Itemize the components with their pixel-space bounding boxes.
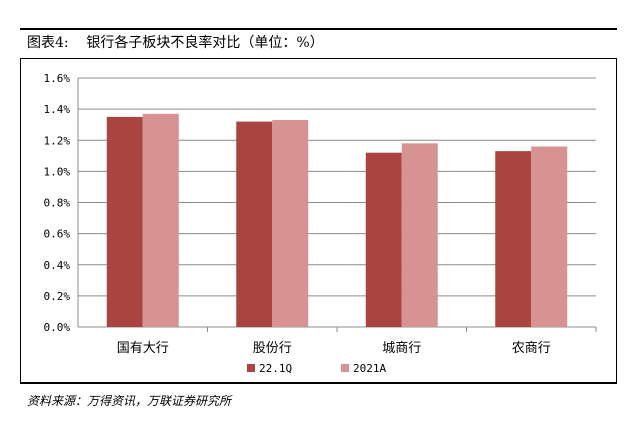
y-tick-label: 0.2% bbox=[44, 290, 71, 303]
y-tick-label: 1.2% bbox=[44, 134, 71, 147]
x-tick-label: 城商行 bbox=[382, 341, 421, 356]
bar bbox=[272, 120, 309, 327]
bar bbox=[236, 121, 273, 327]
bar bbox=[365, 152, 402, 327]
y-tick-label: 0.6% bbox=[44, 228, 71, 241]
bar bbox=[142, 113, 179, 327]
y-tick-label: 1.0% bbox=[44, 165, 71, 178]
x-tick-label: 国有大行 bbox=[117, 341, 169, 356]
source-rule bbox=[20, 383, 617, 384]
bar bbox=[531, 146, 568, 327]
y-tick-label: 1.4% bbox=[44, 103, 71, 116]
legend-swatch bbox=[341, 364, 349, 372]
legend-label: 22.1Q bbox=[259, 362, 292, 375]
x-tick-label: 股份行 bbox=[253, 341, 292, 356]
legend-label: 2021A bbox=[353, 362, 386, 375]
y-tick-label: 0.8% bbox=[44, 197, 71, 210]
bar bbox=[495, 151, 532, 327]
y-tick-label: 0.4% bbox=[44, 259, 71, 272]
y-tick-label: 1.6% bbox=[44, 72, 71, 85]
title-rule bbox=[20, 28, 617, 30]
bar bbox=[401, 143, 438, 327]
x-tick-label: 农商行 bbox=[512, 341, 551, 356]
bar bbox=[106, 116, 143, 327]
figure-title: 图表4: 银行各子板块不良率对比（单位：%） bbox=[27, 35, 324, 51]
legend-swatch bbox=[247, 364, 255, 372]
source-note: 资料来源：万得资讯，万联证券研究所 bbox=[27, 394, 232, 408]
y-tick-label: 0.0% bbox=[44, 321, 71, 334]
chart-frame bbox=[20, 58, 617, 383]
